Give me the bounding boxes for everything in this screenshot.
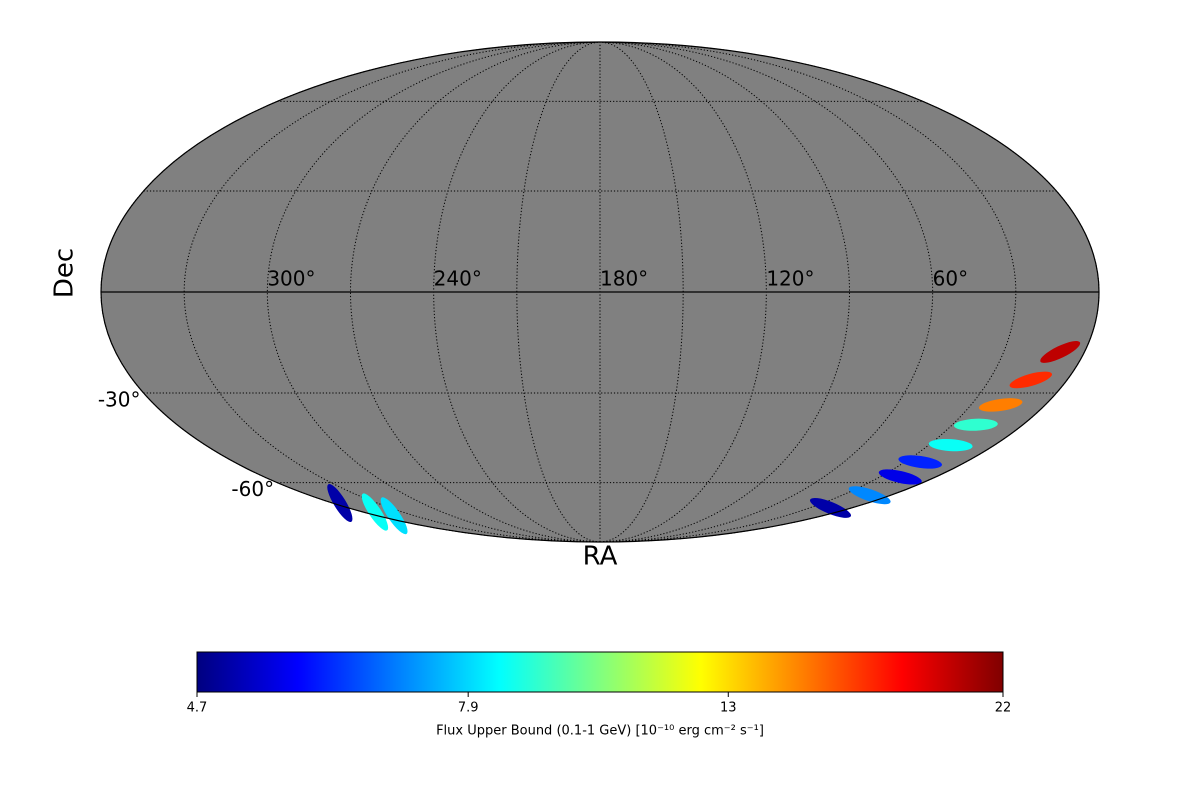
colorbar-tick-label: 7.9: [458, 701, 479, 716]
flux-patch: [848, 486, 891, 505]
sky-map: [100, 41, 1100, 543]
ra-tick-label: 60°: [933, 267, 968, 291]
flux-patch: [380, 497, 408, 535]
x-axis-label: RA: [583, 542, 618, 572]
flux-patch: [953, 418, 998, 431]
meridian: [183, 41, 601, 543]
dec-tick-label: -30°: [98, 387, 141, 411]
flux-patch: [978, 398, 1023, 412]
y-axis-label: Dec: [50, 248, 80, 298]
flux-patch: [809, 498, 852, 518]
colorbar-label: Flux Upper Bound (0.1-1 GeV) [10⁻¹⁰ erg …: [436, 724, 764, 739]
ra-tick-label: 300°: [267, 267, 315, 291]
flux-patch: [1040, 341, 1081, 363]
flux-patch: [898, 455, 942, 469]
colorbar: [196, 651, 1004, 693]
colorbar-tick-label: 13: [720, 701, 737, 716]
flux-patch: [928, 438, 973, 452]
flux-patch: [1009, 371, 1053, 389]
flux-patch: [878, 469, 922, 485]
sky-outline: [100, 41, 1100, 543]
flux-patch: [361, 493, 389, 531]
dec-tick-label: -60°: [231, 477, 274, 501]
ra-tick-label: 240°: [434, 267, 482, 291]
flux-patch: [327, 484, 353, 523]
ra-tick-label: 120°: [766, 267, 814, 291]
colorbar-tick-label: 22: [995, 701, 1012, 716]
colorbar-tick-label: 4.7: [187, 701, 208, 716]
meridian: [349, 41, 601, 543]
ra-tick-label: 180°: [600, 267, 648, 291]
